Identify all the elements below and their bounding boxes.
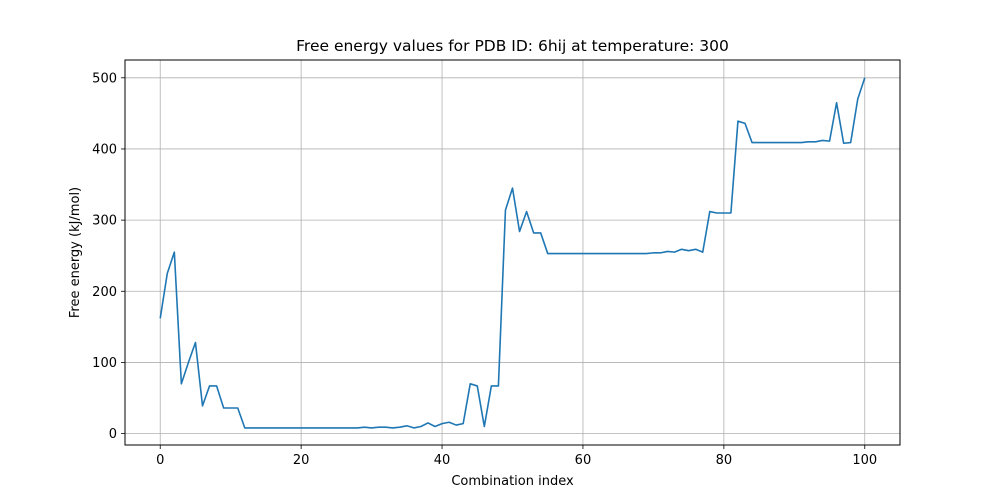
y-tick-label: 0 bbox=[109, 427, 117, 442]
x-tick-label: 100 bbox=[852, 453, 877, 468]
x-tick-label: 0 bbox=[156, 453, 164, 468]
y-tick-label: 200 bbox=[92, 285, 117, 300]
y-tick-label: 500 bbox=[92, 71, 117, 86]
x-axis-title: Combination index bbox=[451, 474, 574, 489]
chart-title: Free energy values for PDB ID: 6hij at t… bbox=[296, 37, 729, 55]
grid-lines bbox=[125, 60, 900, 445]
series-line bbox=[159, 77, 866, 429]
x-tick-label: 80 bbox=[716, 453, 733, 468]
y-tick-label: 400 bbox=[92, 142, 117, 157]
axis-ticks: 0 20 40 60 80 100 0 100 200 300 400 500 bbox=[92, 71, 877, 468]
x-tick-label: 60 bbox=[575, 453, 592, 468]
y-tick-label: 100 bbox=[92, 356, 117, 371]
y-axis-title: Free energy (kJ/mol) bbox=[68, 187, 83, 318]
y-tick-label: 300 bbox=[92, 214, 117, 229]
data-series bbox=[159, 77, 866, 429]
x-tick-label: 40 bbox=[434, 453, 451, 468]
plot-frame bbox=[124, 59, 901, 446]
x-tick-label: 20 bbox=[293, 453, 310, 468]
